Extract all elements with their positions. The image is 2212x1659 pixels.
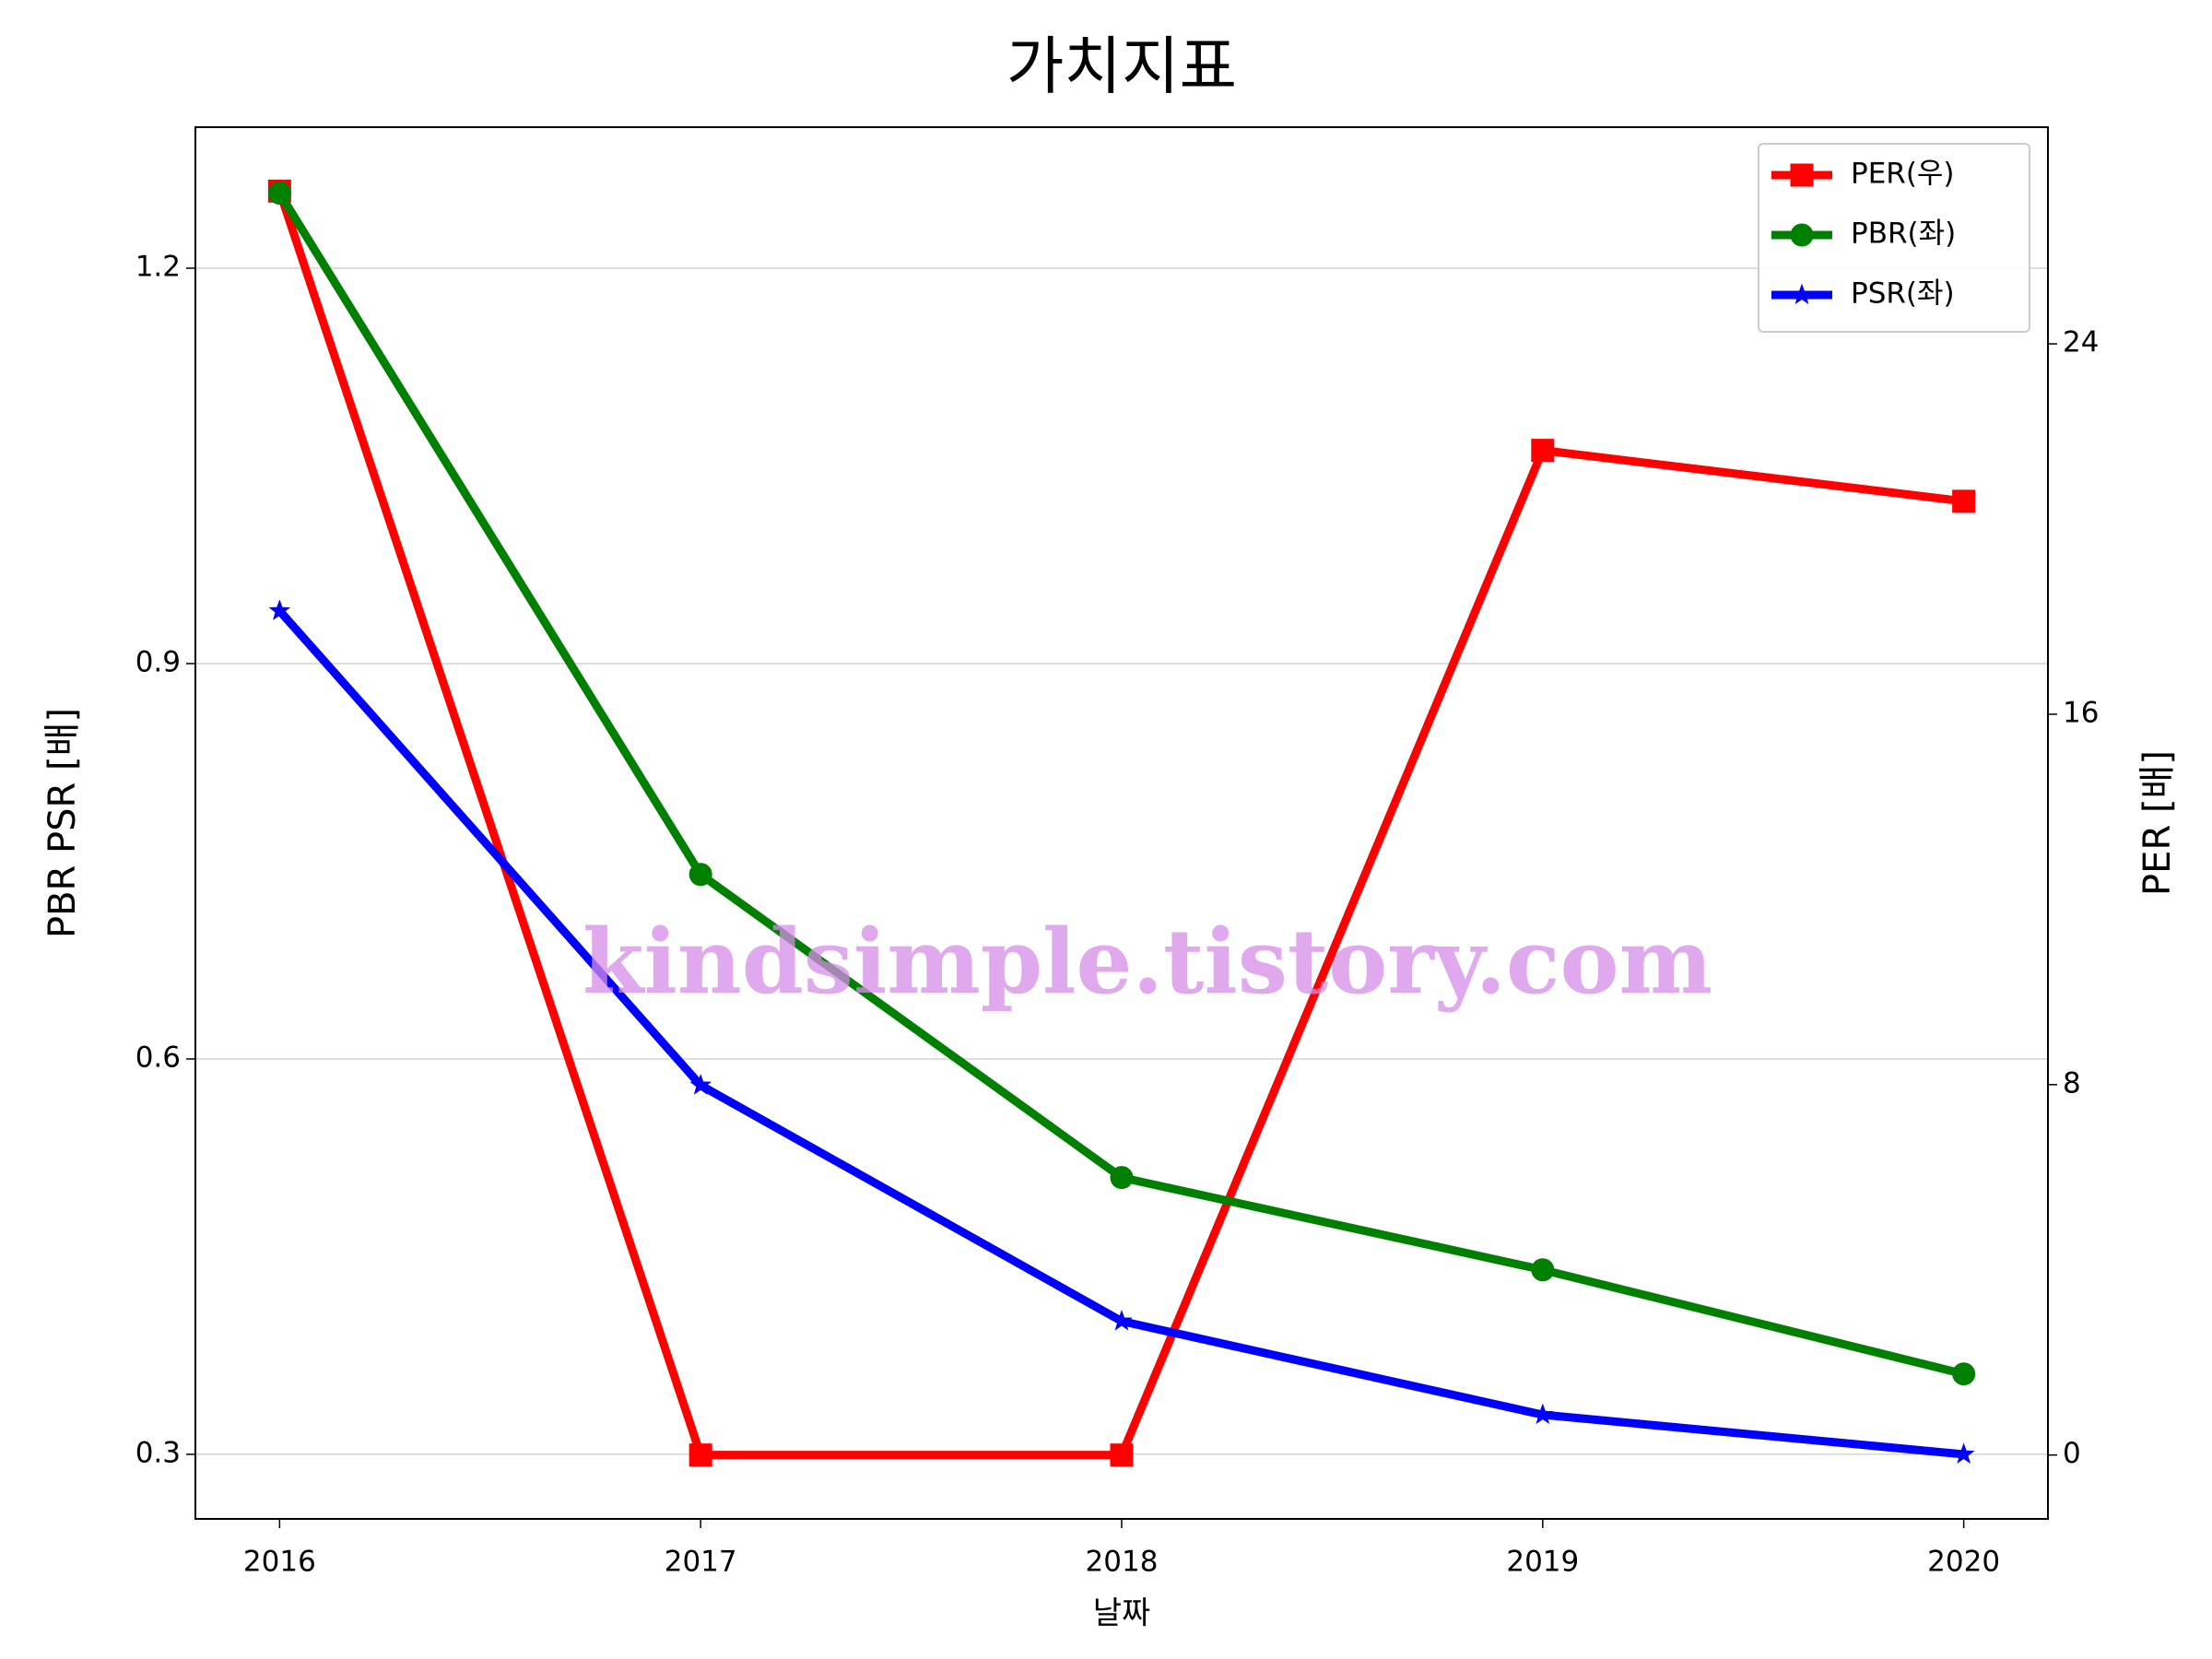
marker [1110, 1166, 1134, 1190]
marker [1111, 1309, 1133, 1331]
legend-marker [1790, 223, 1814, 247]
y2-tick-label: 16 [2063, 696, 2099, 729]
marker [268, 599, 291, 620]
marker [1110, 1443, 1134, 1467]
marker [688, 863, 712, 887]
marker [1531, 1258, 1555, 1282]
plot-frame [194, 126, 2049, 1520]
x-tick-label: 2020 [1927, 1546, 2000, 1579]
y-tick-label: 1.2 [135, 251, 181, 284]
legend-label: PER(우) [1851, 158, 1955, 191]
y-axis-label: PBR PSR [배] [41, 708, 84, 938]
marker [1952, 1442, 1975, 1465]
x-tick-label: 2016 [243, 1546, 316, 1579]
y2-axis-label: PER [배] [2136, 750, 2179, 896]
marker [1952, 1362, 1976, 1386]
watermark: kindsimple.tistory.com [582, 910, 1712, 1014]
marker [689, 1074, 712, 1095]
legend-label: PSR(좌) [1851, 277, 1955, 311]
legend-marker [1790, 163, 1814, 187]
y-tick-label: 0.3 [135, 1436, 181, 1469]
y-tick-label: 0.6 [135, 1041, 181, 1074]
y-tick-label: 0.9 [135, 645, 181, 678]
x-tick-label: 2019 [1506, 1546, 1579, 1579]
marker [1531, 439, 1555, 463]
y2-tick-label: 0 [2063, 1437, 2081, 1470]
marker [267, 181, 291, 205]
legend-label: PBR(좌) [1851, 218, 1956, 251]
x-axis-label: 날짜 [1093, 1595, 1151, 1632]
marker [688, 1443, 712, 1467]
x-tick-label: 2018 [1086, 1546, 1159, 1579]
y2-tick-label: 24 [2063, 326, 2099, 359]
legend-box [1758, 143, 2030, 333]
chart-title: 가치지표 [1006, 31, 1237, 104]
marker [1952, 489, 1976, 513]
legend-marker [1791, 283, 1813, 305]
y2-tick-label: 8 [2063, 1066, 2081, 1100]
marker [1532, 1403, 1554, 1425]
x-tick-label: 2017 [665, 1546, 737, 1579]
